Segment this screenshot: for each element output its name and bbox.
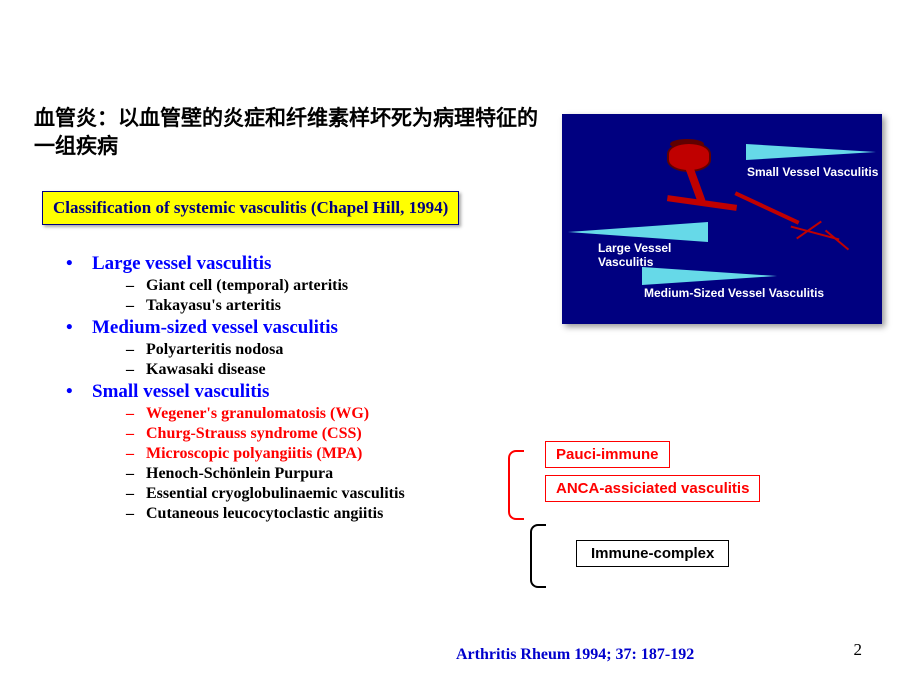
page-number: 2 [854, 640, 863, 660]
annot-immune-complex: Immune-complex [576, 540, 729, 567]
dash-icon: – [126, 405, 146, 423]
item-cutaneous: –Cutaneous leucocytoclastic angiitis [126, 505, 506, 523]
wedge-medium-icon [642, 267, 777, 285]
heading-small-vessel: •Small vessel vasculitis [66, 381, 506, 403]
title-chinese: 血管炎：以血管壁的炎症和纤维素样坏死为病理特征的一组疾病 [34, 104, 554, 161]
dash-icon: – [126, 361, 146, 379]
annot-pauci-immune: Pauci-immune [545, 441, 670, 468]
bracket-immune-icon [530, 524, 546, 588]
dash-icon: – [126, 341, 146, 359]
item-cryoglobulinaemic: –Essential cryoglobulinaemic vasculitis [126, 485, 506, 503]
dash-icon: – [126, 425, 146, 443]
dash-icon: – [126, 485, 146, 503]
item-takayasu: –Takayasu's arteritis [126, 297, 506, 315]
branch-icon [734, 191, 799, 224]
bracket-pauci-icon [508, 450, 524, 520]
branch-icon [825, 230, 849, 251]
classification-box: Classification of systemic vasculitis (C… [42, 191, 459, 225]
slide: 血管炎：以血管壁的炎症和纤维素样坏死为病理特征的一组疾病 Classificat… [0, 0, 920, 690]
item-hsp: –Henoch-Schönlein Purpura [126, 465, 506, 483]
annot-anca: ANCA-assiciated vasculitis [545, 475, 760, 502]
bullet-icon: • [66, 381, 92, 403]
dash-icon: – [126, 465, 146, 483]
bullet-icon: • [66, 317, 92, 339]
dash-icon: – [126, 445, 146, 463]
item-wegener: –Wegener's granulomatosis (WG) [126, 405, 506, 423]
heading-text: Small vessel vasculitis [92, 381, 269, 402]
item-polyarteritis: –Polyarteritis nodosa [126, 341, 506, 359]
heading-text: Large vessel vasculitis [92, 253, 271, 274]
item-churg-strauss: –Churg-Strauss syndrome (CSS) [126, 425, 506, 443]
label-large-vessel-l1: Large Vessel [598, 242, 671, 255]
dash-icon: – [126, 297, 146, 315]
dash-icon: – [126, 277, 146, 295]
label-medium-vessel: Medium-Sized Vessel Vasculitis [644, 287, 824, 300]
item-mpa: –Microscopic polyangiitis (MPA) [126, 445, 506, 463]
item-giant-cell: –Giant cell (temporal) arteritis [126, 277, 506, 295]
heading-medium-vessel: •Medium-sized vessel vasculitis [66, 317, 506, 339]
dash-icon: – [126, 505, 146, 523]
citation: Arthritis Rheum 1994; 37: 187-192 [456, 646, 694, 664]
wedge-small-icon [746, 144, 876, 160]
vessel-diagram: Small Vessel Vasculitis Large Vessel Vas… [562, 114, 882, 324]
label-small-vessel: Small Vessel Vasculitis [747, 166, 878, 179]
heading-large-vessel: •Large vessel vasculitis [66, 253, 506, 275]
bullet-icon: • [66, 253, 92, 275]
wedge-large-icon [568, 222, 708, 242]
classification-list: •Large vessel vasculitis –Giant cell (te… [66, 253, 506, 525]
heading-text: Medium-sized vessel vasculitis [92, 317, 338, 338]
item-kawasaki: –Kawasaki disease [126, 361, 506, 379]
